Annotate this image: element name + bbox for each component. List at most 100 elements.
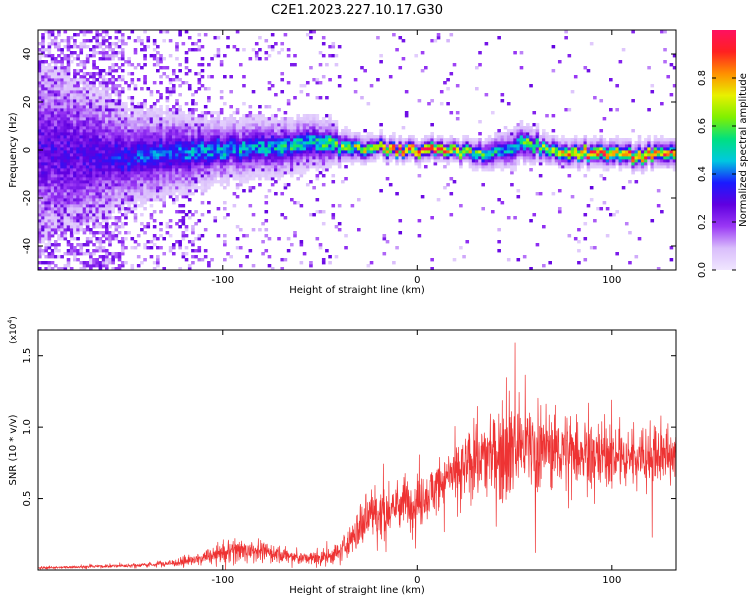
heatmap-cell bbox=[117, 90, 122, 94]
heatmap-cell bbox=[350, 135, 355, 139]
heatmap-cell bbox=[532, 135, 537, 139]
heatmap-cell bbox=[283, 117, 288, 121]
heatmap-cell bbox=[577, 162, 581, 166]
heatmap-cell bbox=[347, 129, 352, 133]
heatmap-cell bbox=[570, 141, 575, 145]
heatmap-cell bbox=[497, 162, 501, 166]
heatmap-cell bbox=[184, 57, 189, 61]
heatmap-cell bbox=[203, 150, 208, 154]
heatmap-cell bbox=[210, 258, 214, 262]
heatmap-cell bbox=[481, 168, 485, 172]
heatmap-cell bbox=[293, 147, 297, 151]
heatmap-cell bbox=[420, 138, 425, 142]
heatmap-cell bbox=[85, 171, 90, 175]
heatmap-cell bbox=[522, 129, 527, 133]
heatmap-cell bbox=[449, 153, 454, 157]
heatmap-cell bbox=[557, 141, 562, 145]
heatmap-cell bbox=[143, 63, 147, 67]
heatmap-cell bbox=[251, 132, 256, 136]
heatmap-cell bbox=[299, 159, 304, 163]
heatmap-cell bbox=[385, 141, 390, 145]
heatmap-cell bbox=[226, 150, 230, 154]
heatmap-cell bbox=[455, 111, 460, 115]
heatmap-cell bbox=[149, 108, 154, 112]
heatmap-cell bbox=[85, 57, 90, 61]
heatmap-cell bbox=[398, 135, 403, 139]
heatmap-cell bbox=[143, 81, 147, 85]
heatmap-cell bbox=[187, 198, 192, 202]
heatmap-cell bbox=[152, 183, 157, 187]
heatmap-cell bbox=[89, 165, 93, 169]
heatmap-cell bbox=[229, 117, 233, 121]
heatmap-cell bbox=[92, 225, 96, 229]
heatmap-cell bbox=[114, 204, 119, 208]
heatmap-cell bbox=[95, 153, 100, 157]
heatmap-cell bbox=[66, 168, 71, 172]
heatmap-cell bbox=[101, 204, 106, 208]
heatmap-cell bbox=[85, 240, 90, 244]
heatmap-cell bbox=[226, 129, 230, 133]
heatmap-cell bbox=[159, 156, 163, 160]
heatmap-cell bbox=[117, 120, 122, 124]
heatmap-cell bbox=[111, 183, 115, 187]
heatmap-cell bbox=[130, 72, 135, 76]
heatmap-cell bbox=[38, 237, 42, 241]
heatmap-cell bbox=[133, 84, 138, 88]
heatmap-cell bbox=[334, 132, 339, 136]
heatmap-cell bbox=[580, 138, 584, 142]
heatmap-cell bbox=[280, 150, 285, 154]
heatmap-cell bbox=[248, 144, 253, 148]
heatmap-cell bbox=[130, 63, 135, 67]
heatmap-cell bbox=[38, 138, 42, 142]
heatmap-cell bbox=[156, 162, 160, 166]
heatmap-cell bbox=[76, 141, 80, 145]
heatmap-cell bbox=[516, 123, 521, 127]
heatmap-cell bbox=[175, 102, 179, 106]
heatmap-cell bbox=[577, 168, 581, 172]
heatmap-cell bbox=[302, 135, 307, 139]
heatmap-cell bbox=[152, 111, 157, 115]
heatmap-cell bbox=[130, 264, 135, 268]
heatmap-cell bbox=[76, 165, 80, 169]
heatmap-cell bbox=[318, 150, 323, 154]
heatmap-cell bbox=[459, 153, 463, 157]
heatmap-cell bbox=[130, 198, 135, 202]
heatmap-cell bbox=[133, 156, 138, 160]
heatmap-cell bbox=[73, 186, 77, 190]
heatmap-cell bbox=[353, 78, 358, 82]
heatmap-cell bbox=[299, 129, 304, 133]
heatmap-cell bbox=[258, 168, 262, 172]
heatmap-cell bbox=[66, 117, 71, 121]
heatmap-cell bbox=[159, 138, 163, 142]
heatmap-cell bbox=[312, 129, 316, 133]
heatmap-cell bbox=[593, 150, 597, 154]
heatmap-cell bbox=[337, 144, 342, 148]
heatmap-cell bbox=[156, 141, 160, 145]
heatmap-cell bbox=[203, 177, 208, 181]
heatmap-cell bbox=[124, 231, 128, 235]
heatmap-cell bbox=[156, 180, 160, 184]
heatmap-cell bbox=[580, 165, 584, 169]
heatmap-cell bbox=[494, 150, 498, 154]
heatmap-cell bbox=[47, 105, 52, 109]
heatmap-cell bbox=[63, 159, 68, 163]
heatmap-cell bbox=[143, 198, 147, 202]
heatmap-cell bbox=[548, 138, 552, 142]
heatmap-cell bbox=[108, 120, 112, 124]
heatmap-cell bbox=[229, 171, 233, 175]
heatmap-cell bbox=[207, 75, 211, 79]
heatmap-cell bbox=[506, 132, 511, 136]
heatmap-cell bbox=[47, 216, 52, 220]
heatmap-cell bbox=[136, 132, 141, 136]
heatmap-cell bbox=[261, 132, 265, 136]
heatmap-cell bbox=[191, 117, 195, 121]
heatmap-cell bbox=[111, 135, 115, 139]
heatmap-cell bbox=[583, 156, 588, 160]
heatmap-cell bbox=[194, 144, 198, 148]
heatmap-cell bbox=[516, 129, 521, 133]
heatmap-cell bbox=[286, 153, 291, 157]
heatmap-cell bbox=[532, 123, 537, 127]
heatmap-cell bbox=[85, 39, 90, 43]
heatmap-cell bbox=[325, 63, 329, 67]
heatmap-cell bbox=[337, 147, 342, 151]
